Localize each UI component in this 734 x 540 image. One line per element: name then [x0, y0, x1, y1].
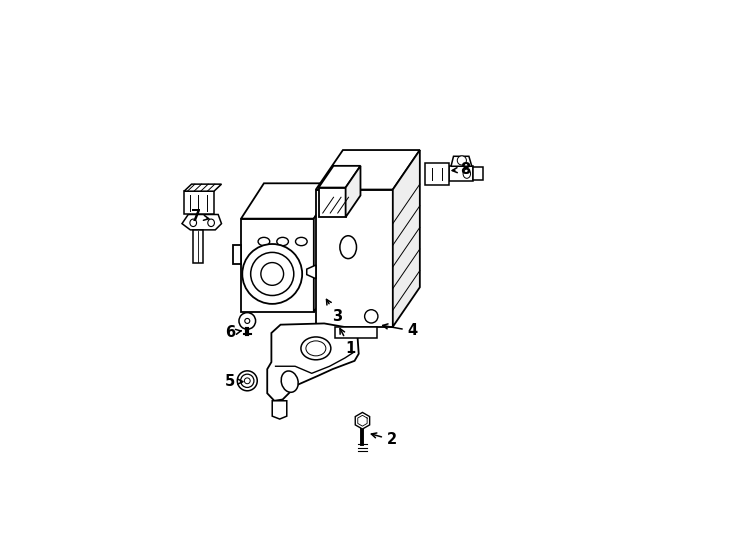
- Text: 6: 6: [225, 326, 241, 341]
- Text: 3: 3: [327, 299, 342, 324]
- Text: 8: 8: [452, 162, 470, 177]
- Polygon shape: [449, 166, 473, 181]
- Polygon shape: [451, 156, 472, 166]
- Text: 7: 7: [192, 209, 208, 224]
- Circle shape: [244, 378, 250, 384]
- Text: 4: 4: [382, 323, 418, 339]
- Polygon shape: [319, 166, 360, 187]
- Ellipse shape: [306, 341, 326, 356]
- Text: 1: 1: [340, 329, 355, 356]
- Polygon shape: [316, 190, 393, 327]
- Polygon shape: [233, 245, 241, 264]
- Ellipse shape: [291, 267, 300, 279]
- Polygon shape: [184, 184, 222, 191]
- Polygon shape: [355, 413, 370, 429]
- Polygon shape: [314, 183, 337, 312]
- Text: 5: 5: [225, 374, 243, 389]
- Ellipse shape: [208, 219, 214, 227]
- Polygon shape: [307, 265, 316, 279]
- Circle shape: [251, 252, 294, 295]
- Ellipse shape: [281, 371, 298, 392]
- Circle shape: [457, 156, 466, 165]
- Polygon shape: [267, 323, 359, 401]
- Ellipse shape: [340, 236, 357, 259]
- Ellipse shape: [463, 169, 470, 178]
- Polygon shape: [241, 183, 337, 219]
- Polygon shape: [193, 230, 203, 263]
- Circle shape: [237, 371, 257, 391]
- Polygon shape: [346, 166, 360, 217]
- Polygon shape: [335, 327, 377, 339]
- Ellipse shape: [277, 254, 288, 262]
- Ellipse shape: [296, 238, 307, 246]
- Polygon shape: [184, 191, 214, 214]
- Polygon shape: [316, 150, 420, 190]
- Ellipse shape: [190, 219, 197, 227]
- Polygon shape: [473, 167, 483, 180]
- Text: 2: 2: [371, 433, 397, 447]
- Ellipse shape: [258, 254, 269, 262]
- Polygon shape: [393, 150, 420, 327]
- Ellipse shape: [301, 337, 331, 360]
- Circle shape: [242, 244, 302, 304]
- Polygon shape: [425, 163, 449, 185]
- Polygon shape: [319, 187, 346, 217]
- Circle shape: [241, 374, 254, 388]
- Circle shape: [239, 313, 255, 329]
- Polygon shape: [241, 219, 314, 312]
- Polygon shape: [272, 401, 287, 419]
- Ellipse shape: [258, 238, 269, 246]
- Circle shape: [365, 310, 378, 323]
- Circle shape: [261, 262, 283, 285]
- Polygon shape: [182, 214, 222, 230]
- Ellipse shape: [277, 238, 288, 246]
- Circle shape: [244, 319, 250, 323]
